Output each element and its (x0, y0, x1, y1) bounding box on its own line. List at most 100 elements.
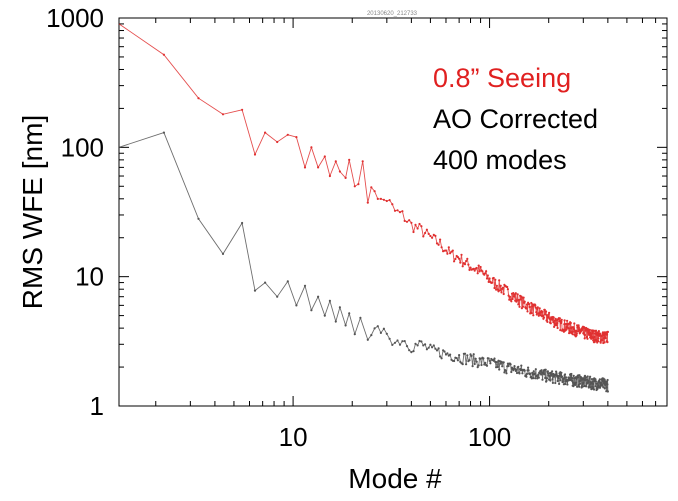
data-point (545, 314, 549, 317)
data-point (548, 311, 551, 314)
data-point (541, 310, 544, 313)
data-point (576, 376, 580, 379)
data-point (398, 343, 402, 346)
data-point (555, 324, 558, 327)
data-point (495, 366, 498, 369)
data-point (502, 361, 505, 364)
data-point (366, 338, 369, 341)
data-point (594, 329, 598, 332)
data-point (550, 374, 553, 377)
data-point (422, 344, 425, 347)
data-point (499, 362, 502, 365)
data-point (582, 331, 585, 334)
data-point (439, 238, 442, 241)
data-point (565, 328, 568, 331)
data-point (459, 261, 462, 264)
data-point (425, 228, 428, 231)
data-point (410, 351, 413, 354)
data-point (483, 363, 486, 366)
data-point (583, 337, 586, 340)
data-point (479, 265, 482, 269)
data-point (568, 376, 571, 379)
data-point (586, 375, 589, 378)
data-point (586, 337, 589, 340)
data-point (575, 334, 578, 337)
data-point (603, 341, 606, 344)
data-point (317, 166, 320, 169)
data-point (589, 386, 592, 389)
data-point (577, 324, 580, 327)
data-point (554, 381, 557, 385)
data-point (472, 267, 475, 270)
data-point (511, 297, 514, 301)
data-point (535, 374, 538, 377)
data-point (494, 360, 497, 364)
data-point (592, 388, 596, 391)
data-point (295, 136, 298, 139)
data-point (303, 284, 307, 287)
data-point (338, 306, 341, 309)
data-point (537, 373, 540, 376)
data-point (456, 359, 459, 362)
data-point (513, 293, 516, 296)
data-point (549, 379, 552, 382)
data-point (491, 281, 494, 284)
data-point (328, 299, 331, 302)
data-point (393, 209, 397, 212)
data-point (515, 371, 519, 375)
y-tick-label: 1 (90, 391, 104, 421)
data-point (597, 337, 600, 340)
data-point (376, 325, 379, 328)
data-point (429, 343, 432, 346)
data-point (408, 219, 411, 222)
data-point (435, 349, 439, 352)
data-point (425, 348, 428, 351)
data-point (379, 197, 382, 200)
data-point (534, 377, 537, 380)
data-point (593, 335, 596, 339)
data-point (520, 364, 523, 367)
data-point (575, 381, 578, 384)
data-point (522, 296, 525, 299)
annotation-text: 0.8” Seeing (433, 63, 571, 93)
data-point (561, 380, 564, 383)
data-point (458, 354, 461, 357)
data-point (424, 343, 427, 346)
data-point (528, 303, 531, 306)
data-point (601, 384, 604, 387)
y-tick-label: 10 (75, 262, 104, 292)
data-point (437, 347, 440, 350)
data-point (601, 339, 604, 342)
data-point (412, 230, 415, 234)
data-point (493, 357, 496, 360)
data-point (542, 316, 546, 319)
data-point (310, 309, 313, 312)
data-point (513, 365, 516, 368)
data-point (510, 300, 513, 303)
data-point (544, 368, 547, 371)
y-axis-title: RMS WFE [nm] (17, 115, 48, 309)
data-point (516, 293, 519, 296)
data-point (310, 146, 313, 149)
data-point (553, 322, 556, 325)
data-point (603, 387, 606, 390)
data-point (508, 295, 512, 298)
data-point (503, 371, 506, 374)
data-point (606, 390, 610, 393)
data-point (548, 374, 551, 377)
data-point (559, 373, 563, 377)
data-point (470, 354, 473, 357)
data-point (453, 359, 456, 363)
data-point (567, 322, 570, 325)
data-point (474, 357, 477, 360)
data-point (295, 304, 298, 307)
data-point (537, 314, 540, 317)
data-point (443, 350, 446, 353)
data-point (162, 53, 165, 56)
data-point (463, 352, 467, 355)
data-point (566, 319, 569, 322)
data-point (588, 328, 592, 332)
data-point (348, 312, 351, 315)
data-point (594, 380, 598, 383)
data-point (507, 294, 510, 297)
